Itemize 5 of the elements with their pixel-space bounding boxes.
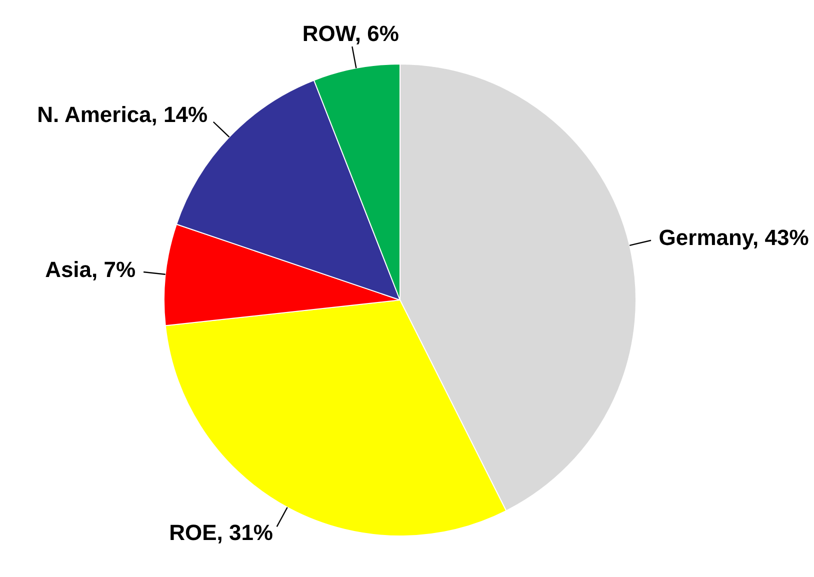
- slice-label: N. America, 14%: [36, 102, 208, 128]
- slice-label: Germany, 43%: [658, 224, 810, 250]
- slice-label: ROE, 31%: [168, 520, 273, 546]
- slice-label: Asia, 7%: [44, 257, 136, 284]
- slice-label: ROW, 6%: [301, 20, 400, 47]
